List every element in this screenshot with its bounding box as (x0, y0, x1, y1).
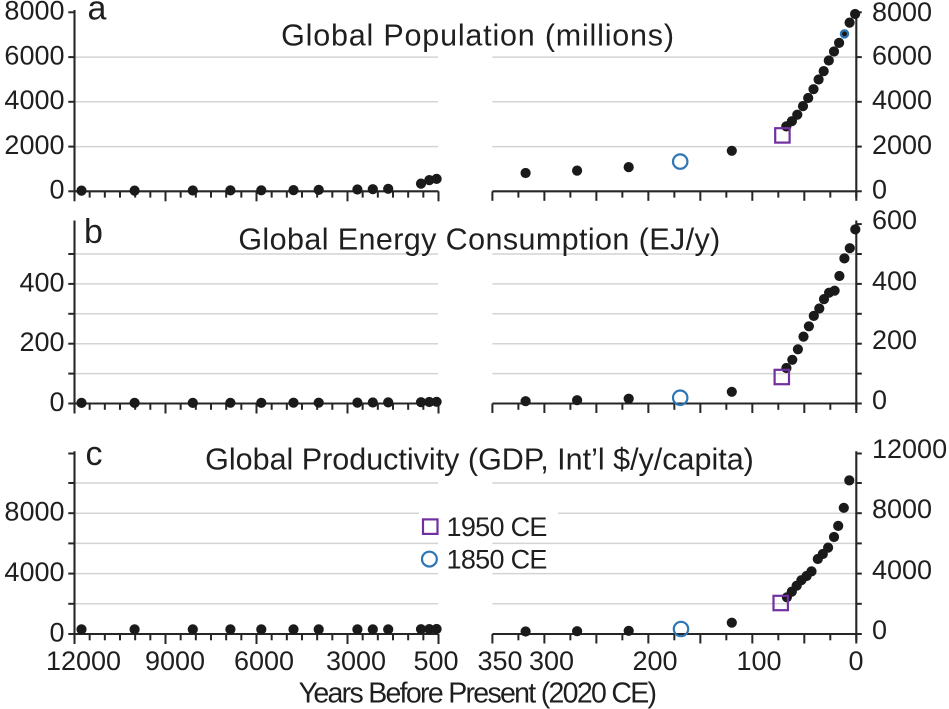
svg-text:Global Productivity (GDP, Int’: Global Productivity (GDP, Int’l $/y/capi… (205, 442, 754, 476)
svg-text:0: 0 (49, 387, 64, 417)
svg-text:200: 200 (19, 327, 64, 357)
svg-text:8000: 8000 (4, 0, 64, 26)
svg-text:Years Before Present (2020 CE): Years Before Present (2020 CE) (299, 678, 656, 709)
svg-text:200: 200 (632, 646, 677, 676)
svg-text:1850 CE: 1850 CE (447, 545, 547, 575)
svg-text:0: 0 (49, 175, 64, 205)
svg-text:12000: 12000 (46, 646, 121, 676)
svg-text:6000: 6000 (4, 41, 64, 71)
svg-text:3000: 3000 (326, 646, 386, 676)
svg-text:c: c (86, 435, 103, 473)
svg-text:2000: 2000 (4, 130, 64, 160)
svg-text:9000: 9000 (145, 646, 205, 676)
svg-text:4000: 4000 (872, 85, 932, 115)
svg-text:8000: 8000 (872, 494, 932, 524)
svg-text:400: 400 (19, 267, 64, 297)
svg-text:0: 0 (872, 175, 887, 205)
svg-text:12000: 12000 (872, 434, 947, 464)
svg-text:b: b (84, 213, 103, 251)
svg-text:2000: 2000 (872, 130, 932, 160)
svg-text:Global Population (millions): Global Population (millions) (281, 19, 675, 53)
svg-text:0: 0 (848, 646, 863, 676)
svg-text:6000: 6000 (872, 41, 932, 71)
svg-text:0: 0 (49, 617, 64, 647)
svg-text:600: 600 (872, 205, 917, 235)
svg-text:a: a (88, 0, 107, 28)
svg-text:4000: 4000 (872, 555, 932, 585)
svg-text:300: 300 (529, 646, 574, 676)
svg-text:500: 500 (413, 646, 458, 676)
svg-text:4000: 4000 (4, 85, 64, 115)
svg-text:0: 0 (872, 385, 887, 415)
svg-text:200: 200 (872, 325, 917, 355)
svg-text:0: 0 (872, 615, 887, 645)
svg-text:8000: 8000 (4, 497, 64, 527)
svg-text:400: 400 (872, 266, 917, 296)
svg-text:8000: 8000 (872, 0, 932, 27)
svg-text:6000: 6000 (234, 646, 294, 676)
svg-text:350: 350 (477, 646, 522, 676)
svg-text:100: 100 (736, 646, 781, 676)
svg-text:Global Energy Consumption (EJ/: Global Energy Consumption (EJ/y) (238, 222, 720, 256)
svg-text:4000: 4000 (4, 557, 64, 587)
svg-text:1950 CE: 1950 CE (447, 512, 547, 542)
